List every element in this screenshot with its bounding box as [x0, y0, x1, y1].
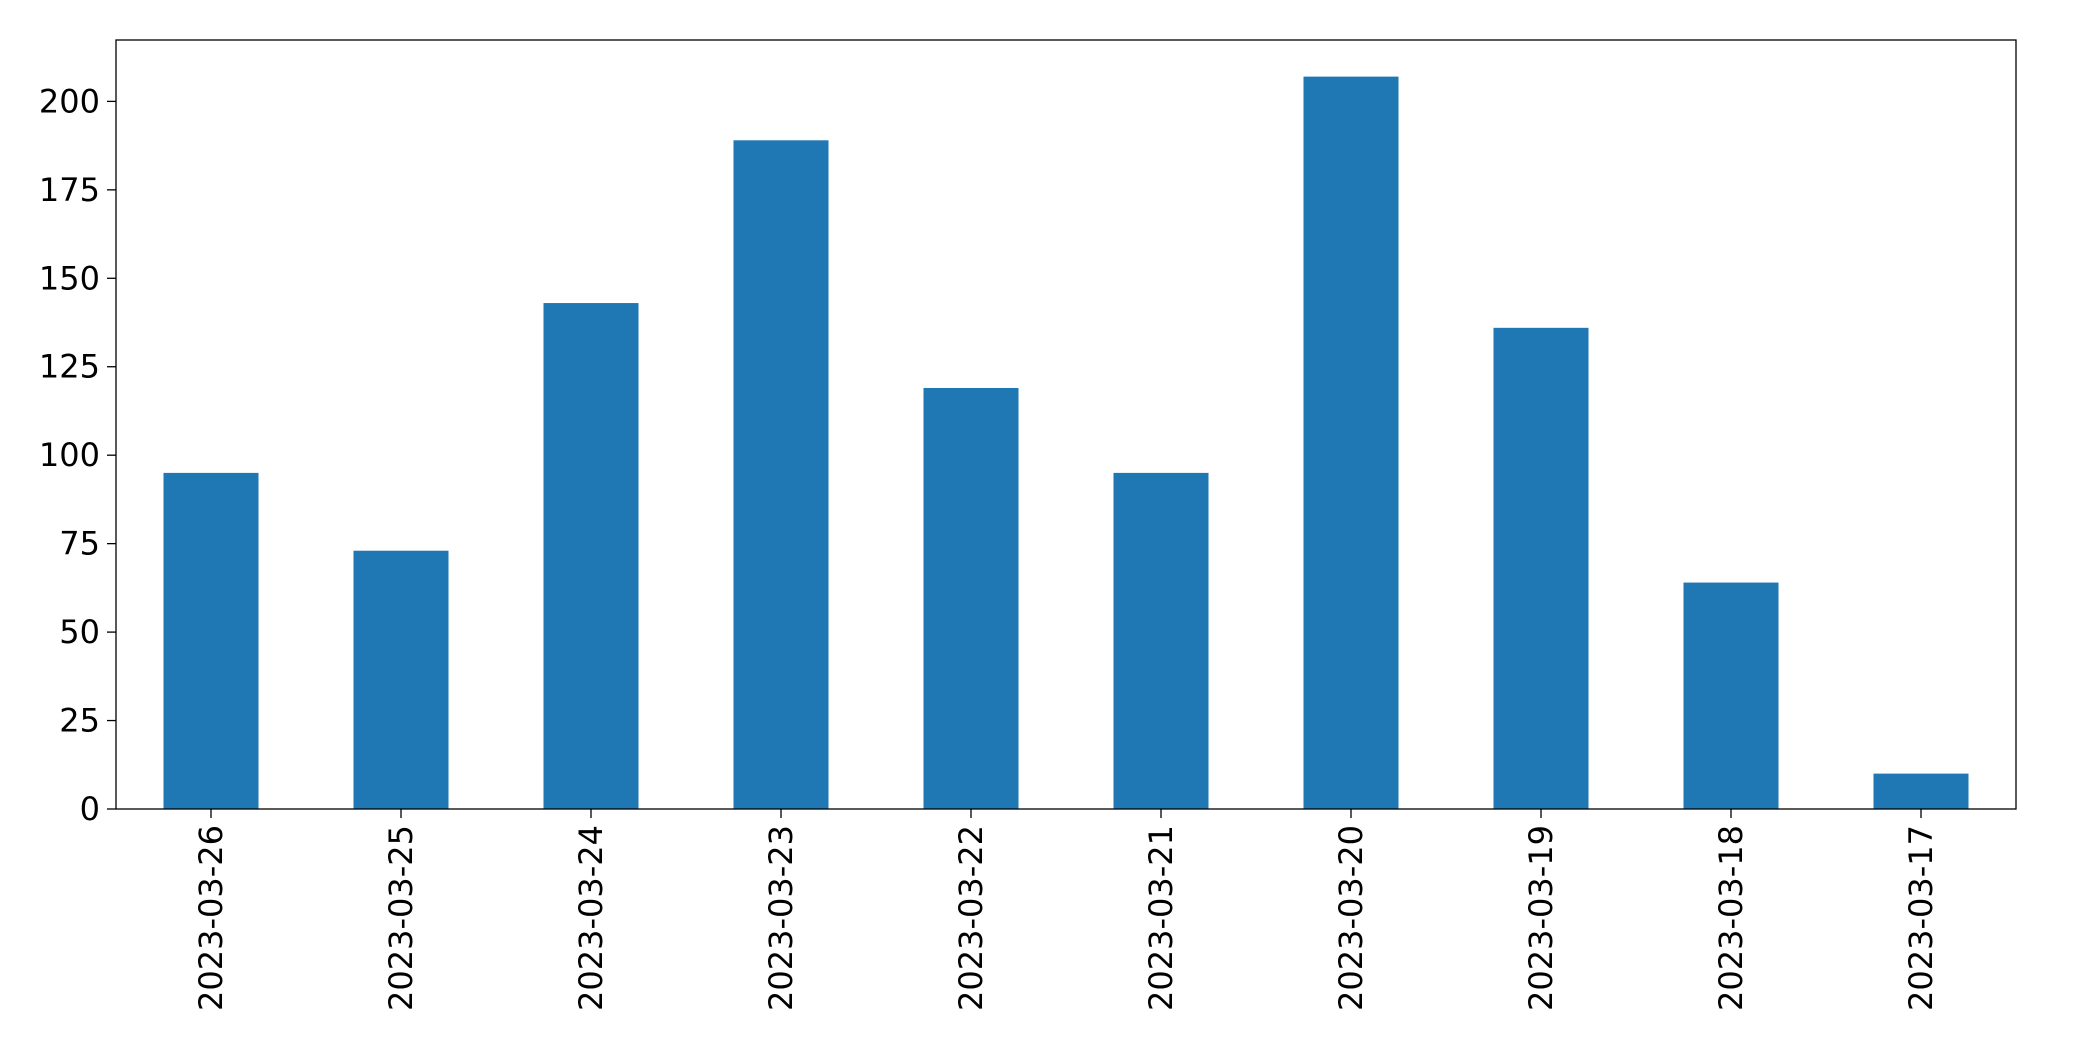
bar [923, 387, 1019, 809]
bar [163, 472, 259, 809]
bar [1873, 773, 1969, 809]
y-tick-label: 175 [39, 171, 100, 209]
bar [353, 550, 449, 809]
x-tick-label: 2023-03-21 [1142, 825, 1180, 1011]
x-tick-label: 2023-03-23 [762, 825, 800, 1011]
y-tick-label: 25 [59, 702, 100, 740]
axes-frame [115, 39, 2017, 810]
y-tick-label: 75 [59, 525, 100, 563]
bar [1493, 327, 1589, 809]
x-tick-label: 2023-03-17 [1902, 825, 1940, 1011]
x-tick-label: 2023-03-19 [1522, 825, 1560, 1011]
x-tick-label: 2023-03-24 [572, 825, 610, 1011]
y-tick-label: 100 [39, 436, 100, 474]
x-tick-label: 2023-03-20 [1332, 825, 1370, 1011]
x-tick-label: 2023-03-18 [1712, 825, 1750, 1011]
bar [543, 303, 639, 809]
bar [1113, 472, 1209, 809]
x-tick-label: 2023-03-25 [382, 825, 420, 1011]
bar [733, 140, 829, 810]
y-tick-label: 125 [39, 348, 100, 386]
bar [1683, 582, 1779, 809]
y-tick-label: 150 [39, 259, 100, 297]
y-tick-label: 50 [59, 613, 100, 651]
bar [1303, 76, 1399, 810]
y-tick-label: 0 [80, 790, 100, 828]
x-tick-label: 2023-03-22 [952, 825, 990, 1011]
x-tick-label: 2023-03-26 [192, 825, 230, 1011]
y-tick-label: 200 [39, 82, 100, 120]
